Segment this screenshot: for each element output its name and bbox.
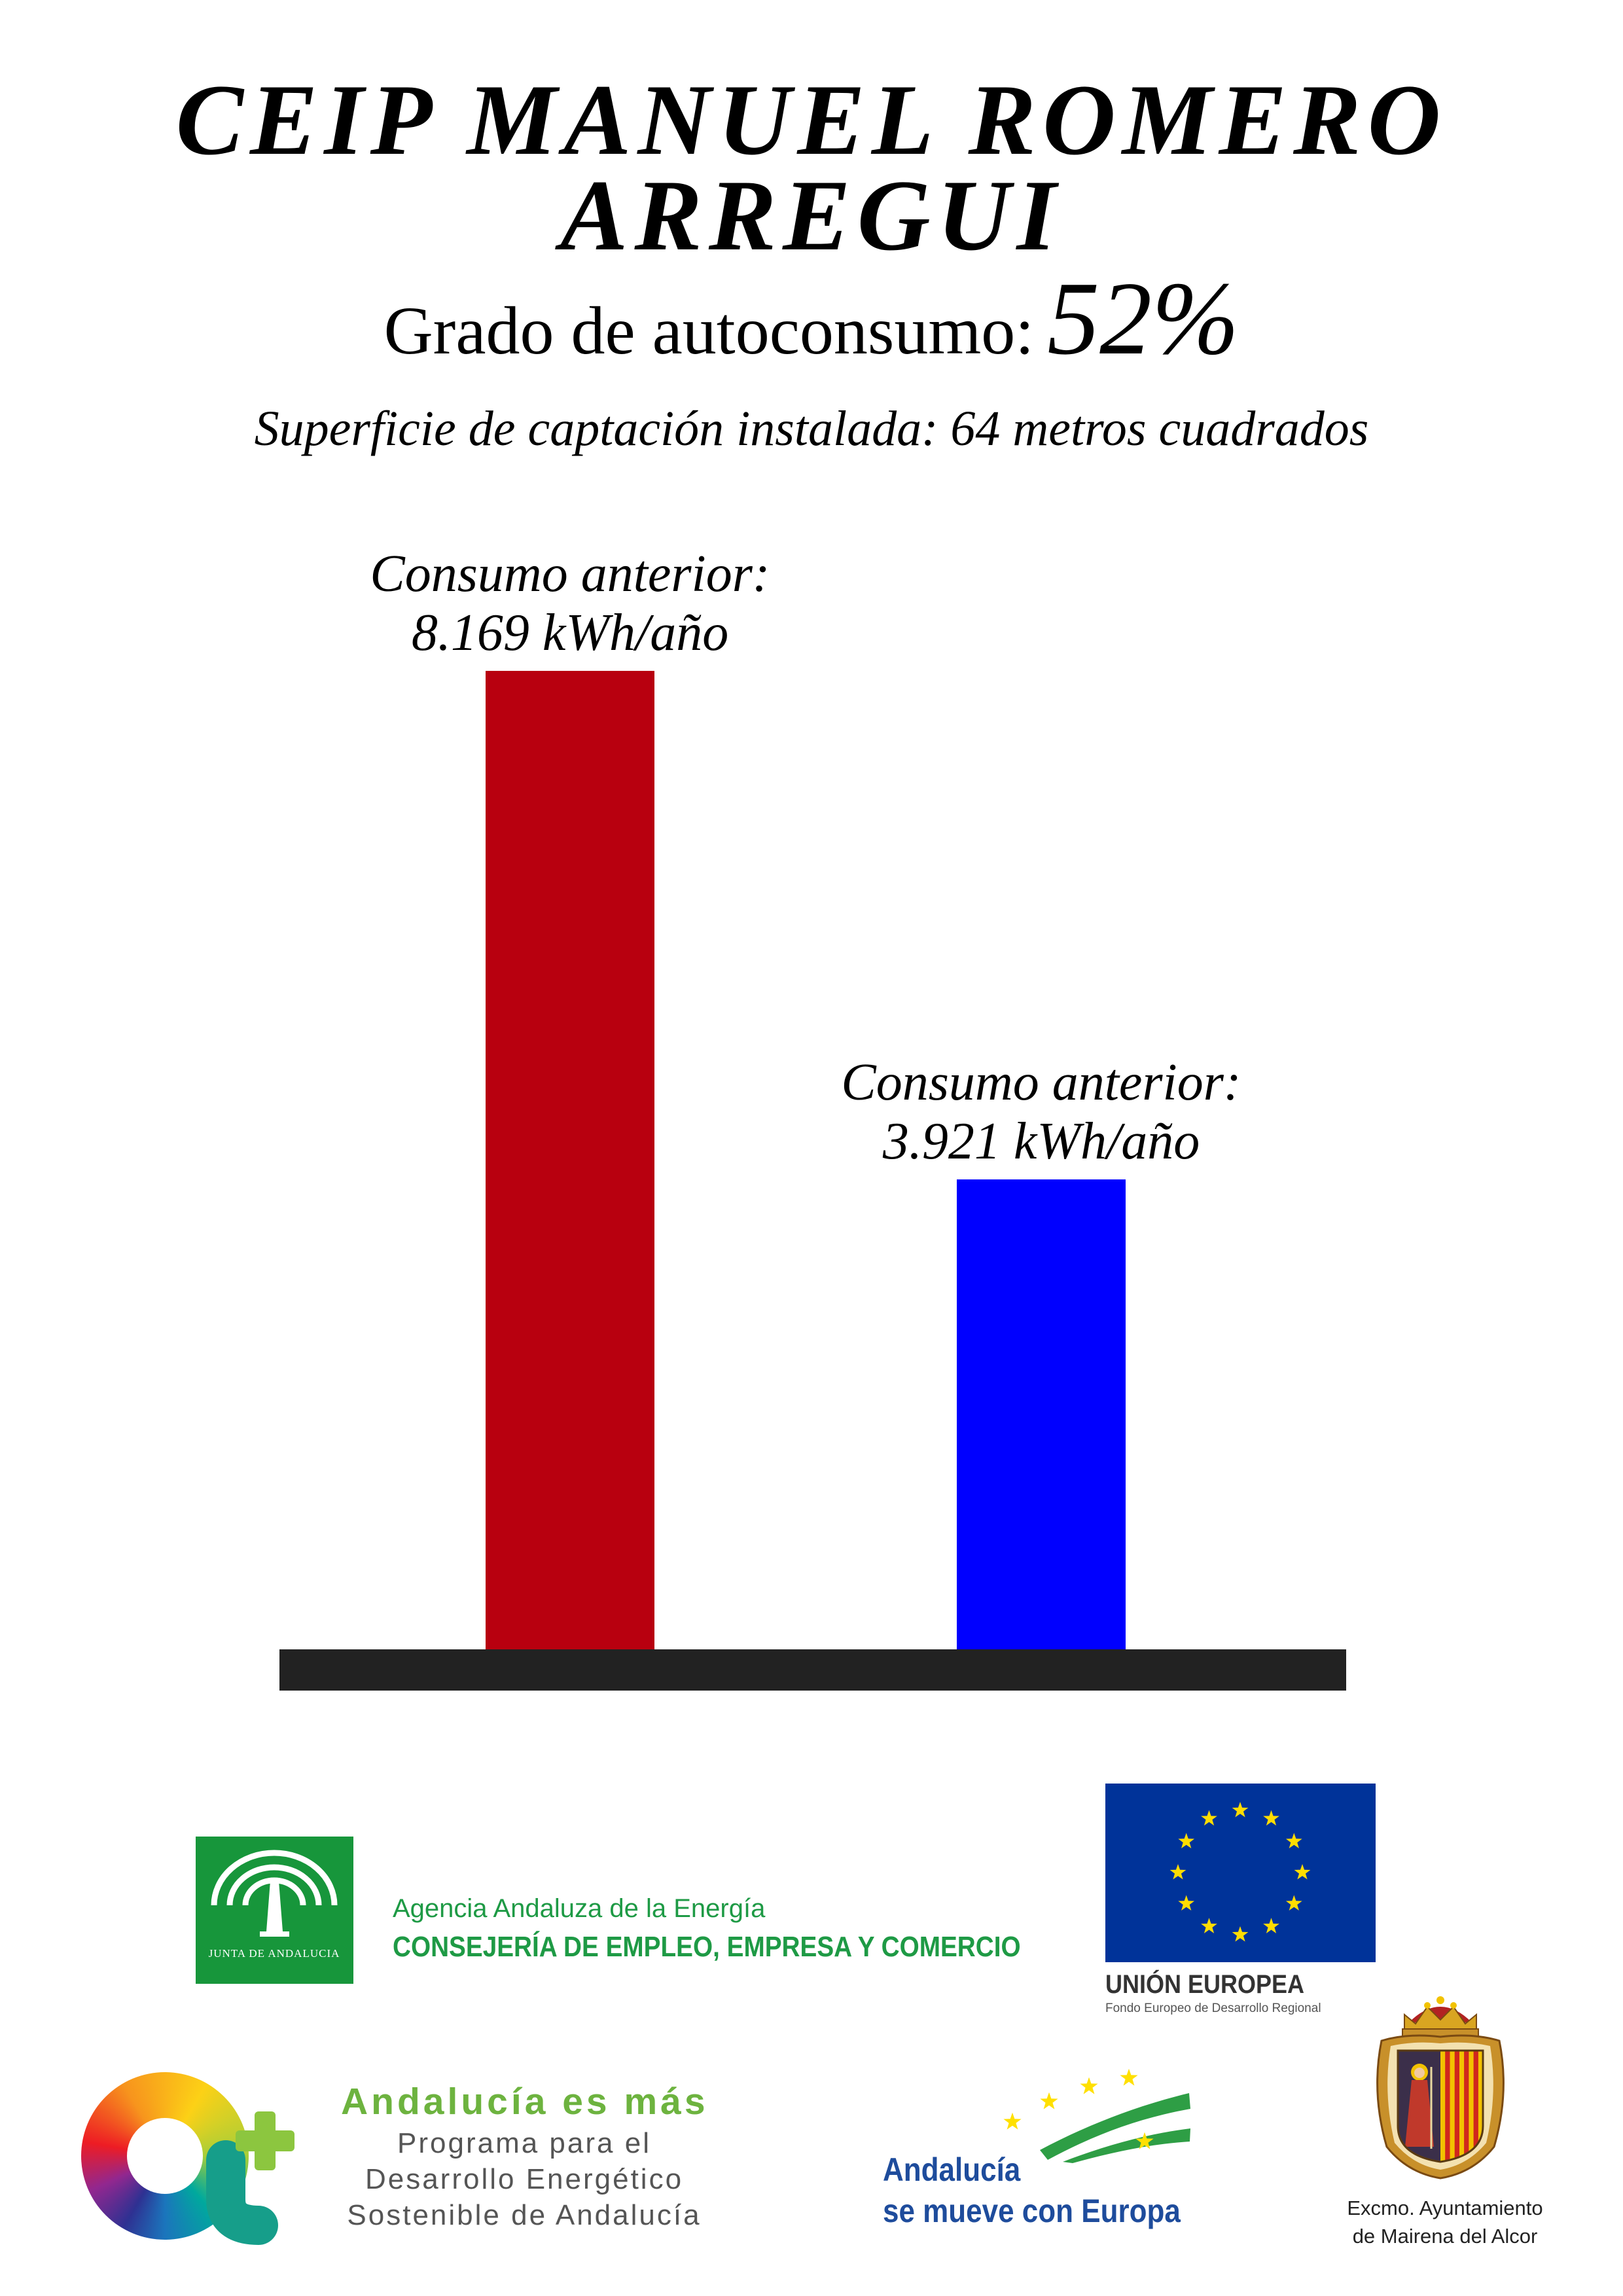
andalucia-se-mueve-con-europa-emblem-icon — [1003, 2068, 1190, 2163]
agencia-andaluza-energia-text: Agencia Andaluza de la Energía — [393, 1894, 766, 1923]
autoconsumo-label: Grado de autoconsumo: — [383, 293, 1035, 368]
aem-line-2: Desarrollo Energético — [365, 2163, 684, 2195]
aem-ring-hole — [127, 2118, 203, 2194]
ae-star — [1040, 2092, 1058, 2109]
ayuntamiento-line-1: Excmo. Ayuntamiento — [1347, 2197, 1543, 2219]
fondo-europeo-text: Fondo Europeo de Desarrollo Regional — [1105, 2001, 1321, 2015]
aem-line-3: Sostenible de Andalucía — [347, 2199, 702, 2231]
coat-of-arms-icon — [1376, 1996, 1505, 2179]
andalucia-europa-line-2: se mueve con Europa — [883, 2193, 1181, 2229]
andalucia-es-mas-logo-icon — [72, 2068, 294, 2245]
ae-star — [1120, 2068, 1138, 2086]
ae-star — [1080, 2077, 1098, 2094]
union-europea-text: UNIÓN EUROPEA — [1105, 1970, 1305, 1999]
andalucia-europa-line-1: Andalucía — [883, 2151, 1021, 2188]
autoconsumo-line: Grado de autoconsumo: 52% — [0, 266, 1623, 370]
autoconsumo-value: 52% — [1047, 260, 1240, 376]
chart-bar-2 — [957, 1179, 1126, 1649]
aem-line-1: Programa para el — [397, 2127, 651, 2159]
junta-logo-text: JUNTA DE ANDALUCIA — [209, 1947, 340, 1960]
bar-label-1: Consumo anterior: 8.169 kWh/año — [341, 545, 799, 662]
bar-label-value: 8.169 kWh/año — [411, 604, 729, 662]
junta-de-andalucia-logo: JUNTA DE ANDALUCIA — [196, 1837, 353, 1984]
bar-label-2: Consumo anterior: 3.921 kWh/año — [812, 1053, 1270, 1171]
chart-bar-1 — [486, 671, 654, 1649]
andalucia-es-mas-title: Andalucía es más — [341, 2081, 709, 2123]
bar-label-value: 3.921 kWh/año — [882, 1113, 1200, 1171]
chart-baseline — [279, 1649, 1346, 1691]
eu-flag-icon — [1105, 1784, 1376, 1962]
andalucia-es-mas-subtitle: Programa para el Desarrollo Energético S… — [341, 2125, 707, 2233]
aem-plus-and-tail — [206, 2111, 294, 2245]
ayuntamiento-line-2: de Mairena del Alcor — [1352, 2225, 1538, 2248]
ayuntamiento-text: Excmo. Ayuntamiento de Mairena del Alcor — [1314, 2194, 1576, 2250]
ae-star — [1003, 2112, 1022, 2130]
bar-label-category: Consumo anterior: — [370, 545, 770, 603]
poster-title-line-2: ARREGUI — [560, 159, 1063, 272]
poster-title-line-1: CEIP MANUEL ROMERO — [175, 63, 1448, 176]
superficie-text: Superficie de captación instalada: 64 me… — [254, 401, 1369, 456]
bar-label-category: Consumo anterior: — [841, 1054, 1241, 1112]
consejeria-text: CONSEJERÍA DE EMPLEO, EMPRESA Y COMERCIO — [393, 1931, 1021, 1963]
junta-de-andalucia-emblem-icon: JUNTA DE ANDALUCIA — [209, 1850, 340, 1960]
